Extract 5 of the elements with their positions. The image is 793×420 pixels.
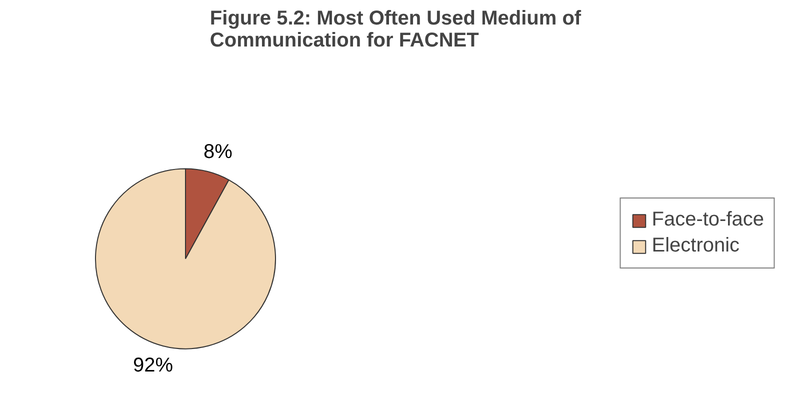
chart-title: Figure 5.2: Most Often Used Medium of Communication for FACNET [210, 8, 582, 52]
legend-label: Face-to-face [652, 208, 764, 232]
legend-label: Electronic [652, 234, 740, 258]
data-label: 8% [204, 141, 233, 164]
data-label: 92% [133, 354, 174, 376]
